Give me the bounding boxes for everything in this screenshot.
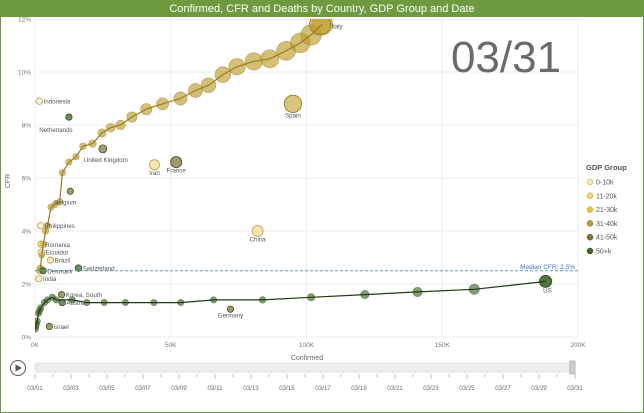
- timeline-label[interactable]: 03/01: [27, 385, 43, 392]
- legend-item-label: 41-50k: [596, 235, 618, 242]
- trail-line: [35, 280, 547, 330]
- bubble-iran[interactable]: [148, 159, 160, 171]
- bubble-france[interactable]: [170, 156, 183, 169]
- timeline-label[interactable]: 03/31: [567, 385, 583, 392]
- timeline-label[interactable]: 03/21: [387, 385, 403, 392]
- country-bubbles: [35, 19, 552, 330]
- legend-swatch: [586, 247, 594, 255]
- bubble-china[interactable]: [251, 225, 264, 237]
- timeline-label[interactable]: 03/27: [495, 385, 511, 392]
- timeline-label[interactable]: 03/23: [423, 385, 439, 392]
- timeline-label[interactable]: 03/25: [459, 385, 475, 392]
- point-label: United Kingdom: [84, 157, 128, 164]
- point-label: Ecuador: [45, 250, 68, 257]
- point-label: Spain: [285, 112, 301, 119]
- x-tick-label: 100K: [299, 342, 315, 349]
- bubble-spain[interactable]: [283, 94, 303, 113]
- legend-swatch: [586, 178, 594, 186]
- timeline-label[interactable]: 03/07: [135, 385, 151, 392]
- point-label: Switzerland: [83, 266, 116, 273]
- point-label: Romania: [45, 242, 70, 249]
- legend-item-label: 50+k: [596, 249, 612, 256]
- y-tick-label: 2%: [22, 282, 32, 289]
- play-button[interactable]: [10, 360, 26, 376]
- legend-title: GDP Group: [586, 163, 627, 172]
- date-display: 03/31: [451, 33, 561, 82]
- y-tick-label: 10%: [18, 70, 31, 77]
- timeline-handle[interactable]: [569, 360, 576, 375]
- trend-lines: [35, 23, 547, 330]
- x-axis-label: Confirmed: [291, 355, 323, 362]
- legend-swatch: [586, 220, 594, 227]
- timeline-label[interactable]: 03/29: [531, 385, 547, 392]
- median-cfr-label: Median CFR: 2.5%: [520, 264, 575, 271]
- bubble-israel[interactable]: [45, 322, 53, 330]
- point-label: Italy: [331, 23, 343, 30]
- point-label: Brazil: [55, 258, 70, 265]
- point-label: India: [43, 276, 57, 283]
- timeline-label[interactable]: 03/05: [99, 385, 115, 392]
- legend: GDP Group 0-10k 11-20k 21-30k 31-40k 41-50k 50…: [586, 163, 627, 256]
- point-label: Belgium: [54, 199, 76, 206]
- legend-item-label: 21-30k: [596, 207, 618, 214]
- x-tick-label: 200K: [570, 342, 586, 349]
- legend-swatch: [586, 233, 594, 241]
- bubble-germany[interactable]: [226, 305, 235, 313]
- chart-title: Confirmed, CFR and Deaths by Country, GD…: [1, 1, 643, 17]
- y-axis-label: CFR: [5, 174, 12, 188]
- timeline-label[interactable]: 03/17: [315, 385, 331, 392]
- bubble-netherlands[interactable]: [65, 113, 73, 121]
- timeline-label[interactable]: 03/15: [279, 385, 295, 392]
- bubble-united-kingdom[interactable]: [98, 144, 108, 154]
- point-label: Korea, South: [66, 292, 103, 299]
- bubble-korea-south[interactable]: [58, 290, 66, 299]
- timeline-label[interactable]: 03/09: [171, 385, 187, 392]
- timeline-label[interactable]: 03/19: [351, 385, 367, 392]
- point-label: China: [250, 236, 267, 243]
- grid-lines: [34, 18, 579, 338]
- bubble-india[interactable]: [35, 275, 43, 283]
- point-label: Philippines: [45, 223, 75, 230]
- y-tick-label: 0%: [22, 335, 32, 342]
- y-tick-label: 4%: [22, 229, 32, 236]
- point-label: Austria: [66, 300, 86, 307]
- legend-swatch: [586, 206, 594, 213]
- trail-line: [39, 23, 323, 271]
- bubble-switzerland[interactable]: [74, 264, 83, 272]
- point-label: Indonesia: [44, 99, 71, 106]
- play-icon: [15, 364, 22, 372]
- x-tick-label: 150K: [435, 342, 451, 349]
- y-tick-label: 12%: [18, 17, 31, 24]
- x-tick-label: 50K: [165, 342, 177, 349]
- point-label: Iran: [149, 170, 160, 177]
- point-label: Denmark: [47, 268, 73, 275]
- legend-item-label: 31-40k: [596, 221, 618, 228]
- x-tick-label: 0K: [31, 342, 40, 349]
- legend-item-label: 11-20k: [596, 193, 617, 200]
- point-labels: US Italy Spain China Germany France Iran United…: [39, 23, 551, 331]
- bubble-indonesia[interactable]: [35, 97, 43, 105]
- axes: 0% 2% 4% 6% 8% 10% 12% 0K 50K 100K 150K 200K: [18, 17, 586, 349]
- point-label: US: [543, 287, 552, 294]
- bubble-belgium[interactable]: [66, 187, 74, 195]
- legend-swatch: [586, 192, 594, 200]
- bubble-brazil[interactable]: [46, 256, 55, 264]
- timeline-ticks: 03/01 03/03 03/05 03/07 03/09 03/11 03/13 03/15…: [27, 374, 583, 392]
- timeline-track[interactable]: [34, 362, 576, 373]
- point-label: France: [167, 168, 187, 175]
- timeline-label[interactable]: 03/03: [63, 385, 79, 392]
- timeline-label[interactable]: 03/13: [243, 385, 259, 392]
- legend-item-label: 0-10k: [596, 180, 614, 187]
- timeline-label[interactable]: 03/11: [207, 385, 223, 392]
- point-label: Germany: [218, 312, 244, 319]
- point-label: Netherlands: [39, 127, 72, 134]
- bubble-ecuador[interactable]: [37, 248, 45, 256]
- y-tick-label: 6%: [22, 176, 32, 183]
- point-label: Israel: [54, 324, 69, 331]
- chart-svg: 0%2%4%6%8%10%12%0K 50K 100K 150K 200K 03/31 …: [5, 17, 627, 392]
- y-tick-label: 8%: [22, 123, 32, 130]
- bubble-philippines[interactable]: [37, 222, 45, 230]
